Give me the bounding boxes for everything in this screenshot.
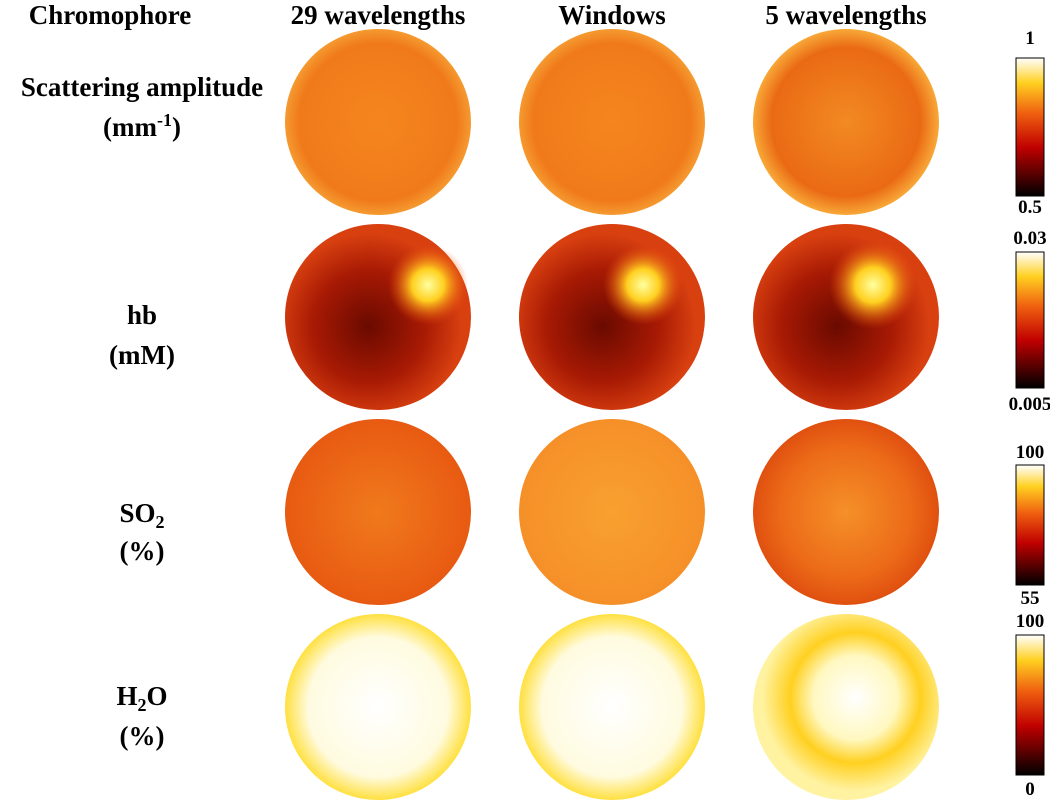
name-base: SO — [119, 498, 155, 528]
column-header: 5 wavelengths — [765, 0, 926, 30]
map — [753, 419, 939, 605]
unit-sup: -1 — [157, 110, 172, 130]
row-unit: (%) — [120, 721, 165, 751]
row-name: Scattering amplitude — [21, 72, 263, 102]
colorbar-min: 55 — [1021, 588, 1040, 609]
name-tail: O — [147, 681, 168, 711]
map — [519, 419, 705, 605]
row-name: SO2 — [119, 498, 164, 532]
row-labels: Scattering amplitude (mm-1) hb (mM) SO2 … — [21, 72, 263, 751]
name-base: H — [116, 681, 137, 711]
row-unit: (%) — [120, 536, 165, 566]
colorbar-min: 0 — [1025, 779, 1035, 800]
map — [285, 614, 471, 800]
map — [519, 29, 705, 215]
map — [285, 29, 471, 215]
map — [519, 614, 705, 800]
map — [753, 29, 939, 215]
map — [519, 224, 705, 410]
colorbar — [1015, 251, 1045, 389]
colorbar-max: 1 — [1025, 28, 1035, 49]
colorbar — [1015, 57, 1045, 197]
colorbar — [1015, 634, 1045, 776]
unit-base: (mm — [103, 112, 157, 142]
header: Chromophore 29 wavelengths Windows 5 wav… — [29, 0, 927, 30]
name-sub: 2 — [156, 512, 165, 532]
map-hotspot — [829, 241, 917, 329]
unit-tail: ) — [172, 112, 181, 142]
colorbar-max: 0.03 — [1013, 228, 1046, 249]
row-name: H2O — [116, 681, 167, 715]
column-header: Windows — [558, 0, 666, 30]
colorbar — [1015, 464, 1045, 586]
colorbar-min: 0.005 — [1009, 394, 1050, 415]
images — [285, 29, 939, 800]
colorbar-max: 100 — [1016, 611, 1045, 632]
map — [753, 614, 939, 800]
colorbars: 1 0.5 0.03 0.005 100 55 100 0 — [1009, 28, 1050, 800]
map-hotspot — [603, 245, 683, 325]
colorbar-max: 100 — [1016, 442, 1045, 463]
column-header: Chromophore — [29, 0, 192, 30]
column-header: 29 wavelengths — [291, 0, 466, 30]
colorbar-min: 0.5 — [1018, 197, 1042, 218]
map-hotspot — [388, 245, 468, 325]
name-sub: 2 — [138, 695, 147, 715]
row-name: hb — [127, 300, 157, 330]
row-unit: (mm-1) — [103, 110, 181, 142]
map — [285, 419, 471, 605]
row-unit: (mM) — [109, 340, 175, 370]
